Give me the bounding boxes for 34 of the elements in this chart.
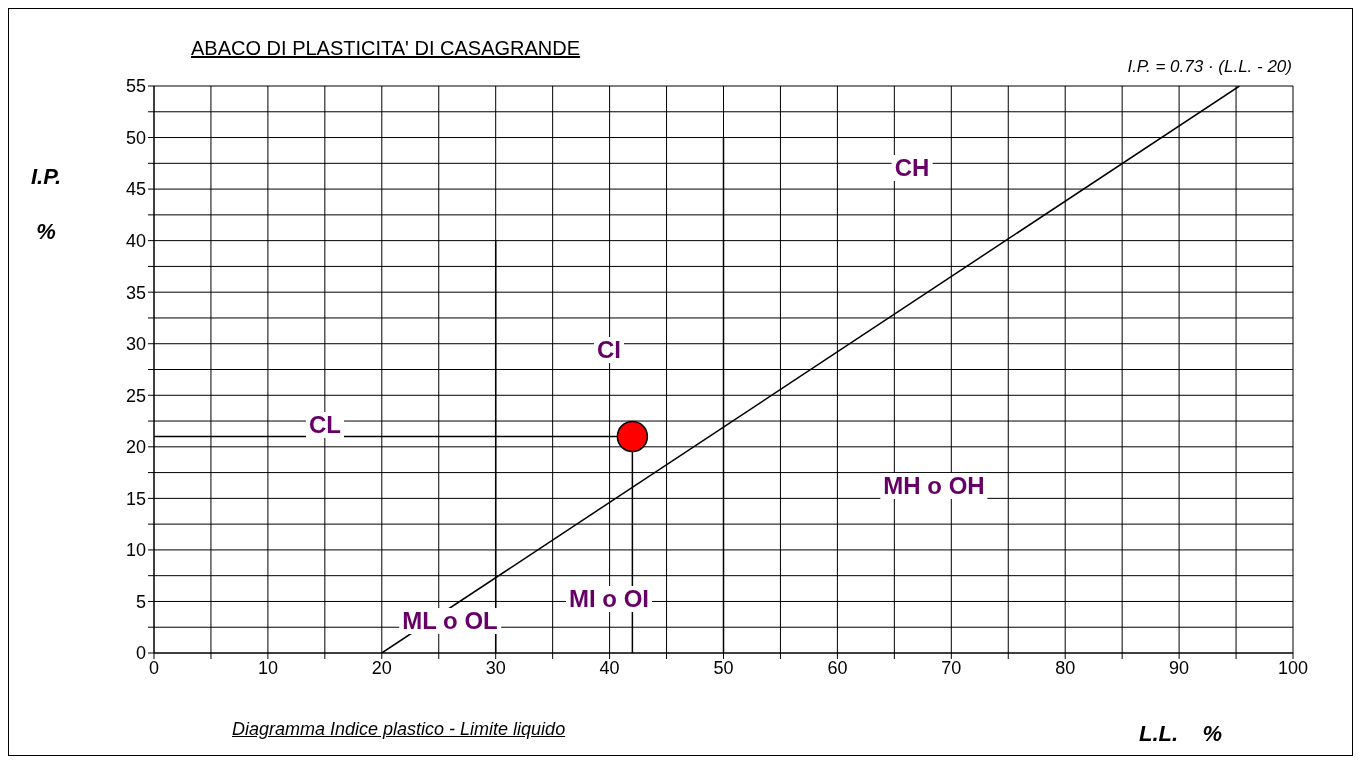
y-tick-label: 45	[125, 179, 146, 200]
x-tick-label: 20	[371, 657, 392, 678]
y-tick-label: 20	[125, 437, 146, 458]
y-tick-label: 5	[135, 591, 146, 612]
x-tick-label: 70	[941, 657, 962, 678]
x-tick-label: 50	[713, 657, 734, 678]
annotation: MH o OH	[880, 472, 988, 499]
annotation: ML o OL	[399, 607, 501, 634]
y-tick-label: 35	[125, 282, 146, 303]
annotation: CL	[306, 411, 344, 438]
y-tick-label: 10	[125, 540, 146, 561]
x-tick-label: 80	[1055, 657, 1076, 678]
annotation: MI o OI	[566, 585, 652, 612]
x-tick-label: 60	[827, 657, 848, 678]
x-tick-label: 0	[148, 657, 160, 678]
chart-title: ABACO DI PLASTICITA' DI CASAGRANDE	[191, 37, 581, 60]
y-tick-label: 0	[135, 643, 146, 664]
y-tick-label: 15	[125, 488, 146, 509]
x-tick-label: 40	[599, 657, 620, 678]
text: Diagramma Indice plastico - Limite liquido	[232, 719, 566, 740]
x-axis-title: L.L. %	[1139, 721, 1223, 747]
annotation: CI	[594, 336, 624, 363]
x-tick-label: 10	[257, 657, 278, 678]
annotation: CH	[891, 154, 933, 181]
text: I.P. = 0.73 · (L.L. - 20)	[1127, 57, 1292, 77]
x-tick-label: 90	[1169, 657, 1190, 678]
x-tick-label: 30	[485, 657, 506, 678]
y-tick-label: 25	[125, 385, 146, 406]
y-tick-label: 55	[125, 76, 146, 97]
x-tick-label: 100	[1277, 657, 1309, 678]
text: I.P. %	[31, 164, 62, 244]
y-tick-label: 40	[125, 231, 146, 252]
y-tick-label: 50	[125, 127, 146, 148]
y-tick-label: 30	[125, 334, 146, 355]
